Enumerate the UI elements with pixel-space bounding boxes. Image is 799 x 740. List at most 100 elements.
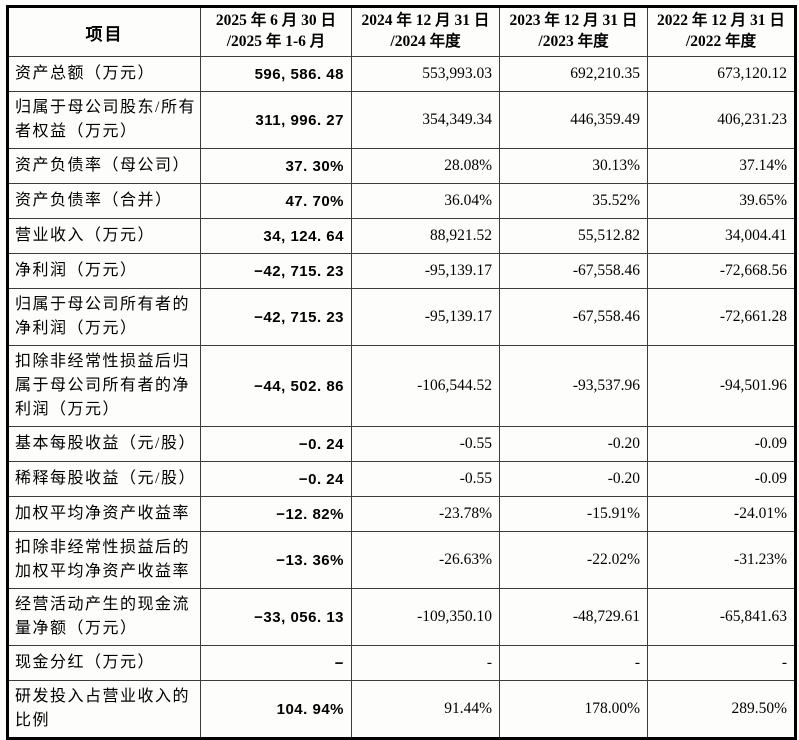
table-row-basic-eps: 基本每股收益（元/股） −0. 24 -0.55 -0.20 -0.09 — [7, 426, 796, 462]
row-label: 经营活动产生的现金流量净额（万元） — [7, 588, 201, 646]
financial-summary-table: 项目 2025 年 6 月 30 日 /2025 年 1-6 月 2024 年 … — [6, 5, 797, 740]
table-row-weighted-avg-roe-deducted: 扣除非经常性损益后的加权平均净资产收益率 −13. 36% -26.63% -2… — [7, 531, 796, 589]
header-period-2025-line1: 2025 年 6 月 30 日 — [215, 12, 337, 30]
value-2024: -0.55 — [351, 426, 500, 462]
row-label: 归属于母公司股东/所有者权益（万元） — [7, 91, 201, 149]
value-2023: -48,729.61 — [499, 588, 648, 646]
value-2025: −0. 24 — [200, 461, 352, 497]
value-2022: -24.01% — [647, 496, 796, 532]
header-period-2024-line2: /2024 年度 — [390, 33, 461, 50]
header-period-2022-line1: 2022 年 12 月 31 日 — [657, 12, 785, 30]
value-2024: -95,139.17 — [351, 288, 500, 346]
value-2023: 55,512.82 — [499, 218, 648, 254]
table-row-net-profit-parent: 归属于母公司所有者的净利润（万元） −42, 715. 23 -95,139.1… — [7, 288, 796, 346]
value-2025: −33, 056. 13 — [200, 588, 352, 646]
value-2024: -95,139.17 — [351, 253, 500, 289]
table-row-operating-revenue: 营业收入（万元） 34, 124. 64 88,921.52 55,512.82… — [7, 218, 796, 254]
table-row-rd-ratio: 研发投入占营业收入的比例 104. 94% 91.44% 178.00% 289… — [7, 680, 796, 739]
row-label: 资产负债率（母公司） — [7, 148, 201, 184]
value-2025: − — [200, 645, 352, 681]
value-2025: 47. 70% — [200, 183, 352, 219]
row-label: 稀释每股收益（元/股） — [7, 461, 201, 497]
value-2024: -0.55 — [351, 461, 500, 497]
value-2025: −0. 24 — [200, 426, 352, 462]
value-2025: 37. 30% — [200, 148, 352, 184]
value-2022: 37.14% — [647, 148, 796, 184]
row-label: 扣除非经常性损益后归属于母公司所有者的净利润（万元） — [7, 345, 201, 427]
value-2024: 36.04% — [351, 183, 500, 219]
value-2024: -26.63% — [351, 531, 500, 589]
value-2024: 91.44% — [351, 680, 500, 739]
value-2025: −44, 502. 86 — [200, 345, 352, 427]
header-period-2024: 2024 年 12 月 31 日 /2024 年度 — [351, 6, 500, 57]
row-label: 净利润（万元） — [7, 253, 201, 289]
value-2023: - — [499, 645, 648, 681]
row-label: 资产总额（万元） — [7, 56, 201, 92]
value-2023: -15.91% — [499, 496, 648, 532]
row-label: 基本每股收益（元/股） — [7, 426, 201, 462]
header-period-2023-line2: /2023 年度 — [538, 33, 609, 50]
value-2024: -106,544.52 — [351, 345, 500, 427]
value-2024: 553,993.03 — [351, 56, 500, 92]
header-period-2022: 2022 年 12 月 31 日 /2022 年度 — [647, 6, 796, 57]
table-row-weighted-avg-roe: 加权平均净资产收益率 −12. 82% -23.78% -15.91% -24.… — [7, 496, 796, 532]
header-period-2025-line2: /2025 年 1-6 月 — [226, 33, 326, 50]
value-2022: -65,841.63 — [647, 588, 796, 646]
value-2023: -0.20 — [499, 461, 648, 497]
value-2023: -67,558.46 — [499, 288, 648, 346]
table-row-parent-equity: 归属于母公司股东/所有者权益（万元） 311, 996. 27 354,349.… — [7, 91, 796, 149]
value-2024: -109,350.10 — [351, 588, 500, 646]
table-row-debt-ratio-parent: 资产负债率（母公司） 37. 30% 28.08% 30.13% 37.14% — [7, 148, 796, 184]
row-label: 资产负债率（合并） — [7, 183, 201, 219]
value-2025: −42, 715. 23 — [200, 288, 352, 346]
header-period-2023-line1: 2023 年 12 月 31 日 — [509, 12, 638, 30]
value-2024: 28.08% — [351, 148, 500, 184]
header-item: 项目 — [7, 6, 201, 57]
header-period-2025: 2025 年 6 月 30 日 /2025 年 1-6 月 — [200, 6, 352, 57]
row-label: 加权平均净资产收益率 — [7, 496, 201, 532]
value-2024: 88,921.52 — [351, 218, 500, 254]
value-2022: 289.50% — [647, 680, 796, 739]
value-2023: 178.00% — [499, 680, 648, 739]
row-label: 扣除非经常性损益后的加权平均净资产收益率 — [7, 531, 201, 589]
value-2023: -22.02% — [499, 531, 648, 589]
table-row-debt-ratio-consolidated: 资产负债率（合并） 47. 70% 36.04% 35.52% 39.65% — [7, 183, 796, 219]
value-2025: −13. 36% — [200, 531, 352, 589]
header-period-2023: 2023 年 12 月 31 日 /2023 年度 — [499, 6, 648, 57]
row-label: 研发投入占营业收入的比例 — [7, 680, 201, 739]
value-2023: -93,537.96 — [499, 345, 648, 427]
value-2022: -0.09 — [647, 426, 796, 462]
value-2022: 406,231.23 — [647, 91, 796, 149]
row-label: 营业收入（万元） — [7, 218, 201, 254]
table-row-cash-dividend: 现金分红（万元） − - - - — [7, 645, 796, 681]
value-2024: -23.78% — [351, 496, 500, 532]
table-row-total-assets: 资产总额（万元） 596, 586. 48 553,993.03 692,210… — [7, 56, 796, 92]
value-2023: 446,359.49 — [499, 91, 648, 149]
value-2024: - — [351, 645, 500, 681]
value-2022: -72,661.28 — [647, 288, 796, 346]
value-2025: −42, 715. 23 — [200, 253, 352, 289]
header-period-2024-line1: 2024 年 12 月 31 日 — [361, 12, 490, 30]
value-2023: 30.13% — [499, 148, 648, 184]
table-row-net-profit-parent-deducted: 扣除非经常性损益后归属于母公司所有者的净利润（万元） −44, 502. 86 … — [7, 345, 796, 427]
row-label: 现金分红（万元） — [7, 645, 201, 681]
value-2025: 104. 94% — [200, 680, 352, 739]
value-2024: 354,349.34 — [351, 91, 500, 149]
value-2022: 34,004.41 — [647, 218, 796, 254]
value-2022: -31.23% — [647, 531, 796, 589]
table-row-operating-cash-flow: 经营活动产生的现金流量净额（万元） −33, 056. 13 -109,350.… — [7, 588, 796, 646]
value-2022: - — [647, 645, 796, 681]
value-2025: 34, 124. 64 — [200, 218, 352, 254]
value-2025: −12. 82% — [200, 496, 352, 532]
value-2023: -67,558.46 — [499, 253, 648, 289]
value-2022: 673,120.12 — [647, 56, 796, 92]
value-2022: -0.09 — [647, 461, 796, 497]
value-2022: 39.65% — [647, 183, 796, 219]
value-2023: -0.20 — [499, 426, 648, 462]
value-2023: 35.52% — [499, 183, 648, 219]
value-2023: 692,210.35 — [499, 56, 648, 92]
row-label: 归属于母公司所有者的净利润（万元） — [7, 288, 201, 346]
table-row-diluted-eps: 稀释每股收益（元/股） −0. 24 -0.55 -0.20 -0.09 — [7, 461, 796, 497]
value-2025: 311, 996. 27 — [200, 91, 352, 149]
value-2022: -72,668.56 — [647, 253, 796, 289]
